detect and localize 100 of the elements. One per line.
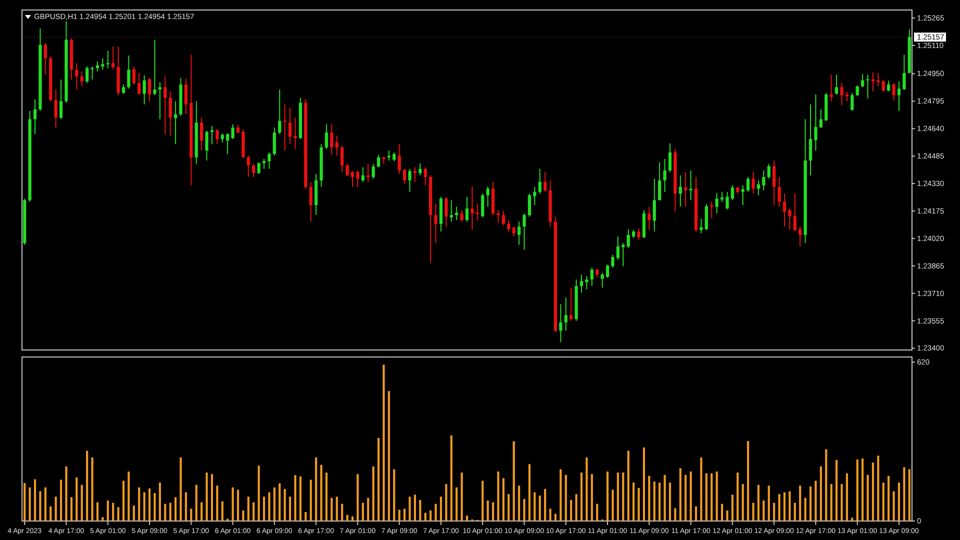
candlestick — [398, 144, 401, 174]
bar — [180, 457, 182, 521]
bar — [642, 447, 645, 521]
candlestick — [507, 220, 510, 232]
bar — [788, 491, 791, 521]
candlestick — [570, 287, 573, 322]
candlestick — [138, 72, 141, 95]
candlestick — [860, 74, 864, 88]
bar — [664, 474, 666, 521]
bar — [50, 506, 52, 521]
bar — [408, 496, 411, 521]
candlestick — [324, 124, 328, 150]
candlestick — [897, 80, 901, 112]
bar — [456, 487, 458, 521]
candlestick — [168, 90, 172, 136]
candlestick — [231, 124, 234, 140]
candlestick — [856, 84, 859, 97]
bar — [731, 494, 734, 521]
bar — [148, 488, 151, 521]
bar — [726, 510, 728, 521]
bar — [679, 468, 682, 521]
candlestick — [782, 193, 786, 228]
bar — [523, 498, 526, 521]
bar — [440, 496, 442, 521]
candlestick — [153, 39, 156, 96]
bar — [851, 518, 854, 521]
bar — [482, 480, 484, 521]
bar — [445, 484, 448, 521]
bar — [825, 449, 828, 521]
candlestick — [122, 84, 126, 94]
bar — [518, 486, 520, 521]
bar — [898, 482, 900, 521]
bar — [757, 484, 760, 521]
bar — [252, 502, 255, 521]
bar — [648, 476, 650, 521]
bar — [908, 469, 910, 521]
bar — [190, 508, 192, 521]
candlestick — [559, 304, 562, 343]
bar — [705, 473, 708, 521]
bar — [564, 474, 567, 521]
bar — [320, 464, 322, 521]
candlestick — [346, 163, 349, 177]
candlestick — [127, 55, 130, 90]
bar — [346, 514, 348, 521]
bar — [236, 490, 240, 521]
candlestick — [762, 170, 766, 191]
candlestick — [309, 181, 312, 222]
bar — [96, 502, 99, 521]
candlestick — [606, 264, 610, 278]
candlestick — [450, 200, 453, 222]
candlestick — [200, 117, 204, 152]
candlestick — [668, 142, 672, 173]
candlestick — [75, 62, 78, 90]
candlestick — [402, 168, 406, 184]
bar — [232, 487, 234, 521]
bar — [570, 500, 572, 521]
candlestick — [798, 226, 802, 247]
bar — [814, 480, 817, 521]
bar — [820, 466, 822, 521]
bar — [424, 512, 426, 521]
bar — [430, 510, 432, 521]
bar — [694, 506, 698, 521]
candlestick — [611, 254, 614, 268]
bar — [247, 496, 250, 521]
bar — [336, 496, 338, 521]
candlestick — [887, 80, 890, 92]
candlestick — [502, 210, 505, 226]
candlestick — [158, 82, 162, 120]
bar — [70, 497, 72, 521]
bar — [388, 391, 390, 521]
candlestick — [710, 201, 714, 219]
bar — [492, 502, 494, 521]
candlestick — [361, 166, 364, 182]
bar — [690, 472, 692, 521]
bar — [372, 466, 374, 521]
bar — [377, 438, 380, 521]
candlestick — [262, 158, 266, 170]
candlestick — [892, 82, 896, 101]
candlestick — [902, 54, 906, 90]
bar — [268, 492, 270, 521]
candlestick — [652, 178, 656, 232]
candlestick — [96, 61, 100, 72]
bar — [538, 496, 541, 521]
candlestick — [808, 104, 812, 176]
bar — [367, 498, 370, 521]
candlestick — [132, 66, 136, 86]
candlestick — [350, 170, 354, 188]
bar — [39, 491, 42, 521]
candlestick — [726, 191, 729, 210]
bar — [866, 474, 869, 521]
candlestick — [778, 176, 781, 208]
bar — [773, 502, 776, 521]
candlestick — [257, 162, 260, 174]
candlestick — [335, 135, 338, 156]
candlestick — [834, 74, 838, 95]
candlestick — [600, 272, 604, 288]
candlestick — [626, 228, 630, 248]
candlestick — [746, 176, 750, 192]
bar — [882, 482, 884, 521]
bar — [200, 502, 203, 521]
